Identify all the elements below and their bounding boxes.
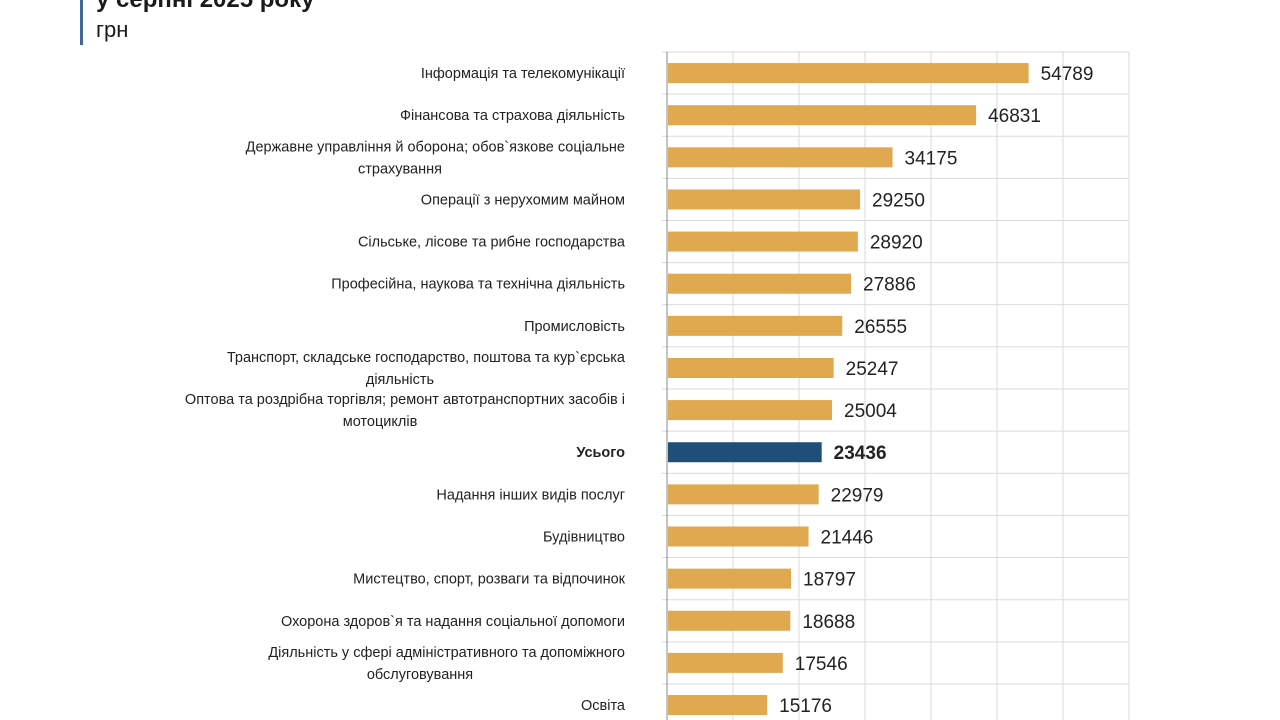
data-label: 23436 <box>834 443 887 464</box>
data-label: 29250 <box>872 190 925 211</box>
data-label: 25247 <box>846 359 899 380</box>
data-label: 21446 <box>821 527 874 548</box>
category-label: Операції з нерухомим майном <box>421 192 625 208</box>
category-label: Освіта <box>581 698 626 714</box>
bar <box>668 189 861 210</box>
data-label: 46831 <box>988 106 1041 127</box>
category-label: Мистецтво, спорт, розваги та відпочинок <box>353 572 625 588</box>
category-label: Професійна, наукова та технічна діяльніс… <box>331 277 625 293</box>
category-label: Промисловість <box>524 319 625 335</box>
data-label: 25004 <box>844 401 897 422</box>
bar <box>668 568 792 589</box>
data-label: 26555 <box>854 317 907 338</box>
data-label: 54789 <box>1041 64 1094 85</box>
data-label: 18688 <box>802 612 855 633</box>
bar <box>668 63 1029 84</box>
bar <box>668 442 822 463</box>
category-label: Діяльність у сфері адміністративного та … <box>268 645 625 683</box>
category-label: Усього <box>576 445 625 461</box>
bar <box>668 315 843 336</box>
bar <box>668 357 834 378</box>
category-label: Надання інших видів послуг <box>436 487 625 503</box>
data-label: 27886 <box>863 275 916 296</box>
bar <box>668 484 819 505</box>
title-accent-bar <box>80 0 83 45</box>
category-label: Сільське, лісове та рибне господарства <box>358 235 626 251</box>
data-label: 22979 <box>831 485 884 506</box>
category-label: Транспорт, складське господарство, пошто… <box>227 350 626 388</box>
category-label: Інформація та телекомунікації <box>421 66 625 82</box>
bar <box>668 147 893 168</box>
bar <box>668 695 768 716</box>
category-label: Фінансова та страхова діяльність <box>400 108 625 124</box>
bar <box>668 273 852 294</box>
bar <box>668 105 977 126</box>
unit-label: грн <box>96 17 129 42</box>
bar <box>668 526 809 547</box>
data-label: 15176 <box>779 696 832 717</box>
bar <box>668 400 833 421</box>
category-label: Оптова та роздрібна торгівля; ремонт авт… <box>185 392 625 430</box>
bar <box>668 610 791 631</box>
bar <box>668 231 858 252</box>
category-label: Державне управління й оборона; обов`язко… <box>246 139 625 177</box>
data-label: 28920 <box>870 233 923 254</box>
data-label: 18797 <box>803 570 856 591</box>
data-label: 34175 <box>905 148 958 169</box>
chart-title: у серпні 2025 року <box>96 0 314 14</box>
data-label: 17546 <box>795 654 848 675</box>
category-label: Будівництво <box>543 529 625 545</box>
category-label: Охорона здоров`я та надання соціальної д… <box>281 614 625 630</box>
bar <box>668 652 783 673</box>
